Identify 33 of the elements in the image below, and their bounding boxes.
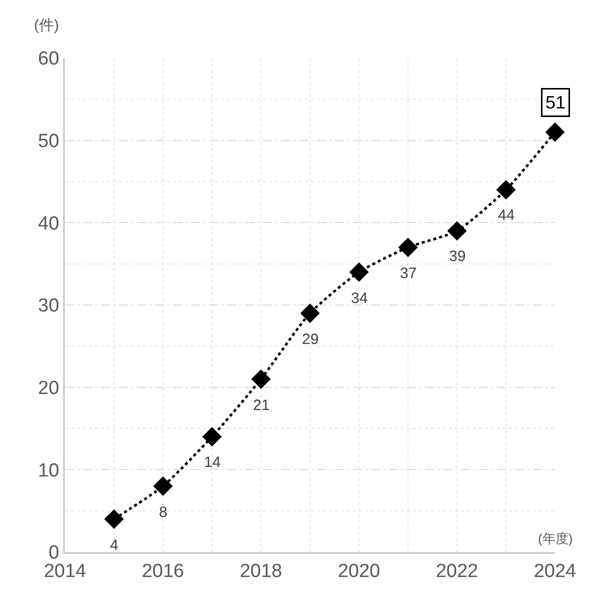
point	[447, 221, 467, 241]
y-tick-label: 10	[38, 460, 60, 482]
data-label: 8	[159, 504, 168, 521]
x-axis-title: (年度)	[538, 531, 573, 546]
point	[545, 122, 565, 142]
y-tick-label: 40	[38, 213, 60, 234]
data-label: 4	[110, 537, 118, 554]
x-tick-label: 2016	[142, 560, 184, 582]
data-label: 29	[302, 331, 319, 348]
y-axis-title: (件)	[34, 17, 59, 34]
data-label: 39	[449, 248, 466, 265]
x-tick-label: 2022	[436, 560, 478, 582]
data-label: 51	[546, 92, 566, 112]
x-tick-label: 2020	[338, 560, 380, 582]
y-tick-label: 20	[38, 378, 60, 399]
point	[496, 180, 516, 200]
point	[153, 476, 173, 496]
point	[202, 426, 222, 446]
point	[104, 509, 124, 529]
point	[398, 238, 418, 258]
data-label: 34	[351, 290, 368, 307]
x-tick-label: 2018	[240, 560, 282, 582]
x-tick-label: 2024	[534, 560, 577, 582]
y-tick-label: 50	[38, 130, 60, 152]
data-label: 21	[253, 397, 270, 414]
y-tick-label: 30	[38, 296, 60, 317]
point	[300, 303, 320, 323]
point	[251, 369, 271, 389]
data-label: 37	[400, 265, 417, 282]
point	[349, 262, 369, 282]
data-label: 44	[498, 207, 515, 224]
data-label: 14	[204, 454, 221, 471]
y-tick-label: 60	[38, 48, 60, 70]
